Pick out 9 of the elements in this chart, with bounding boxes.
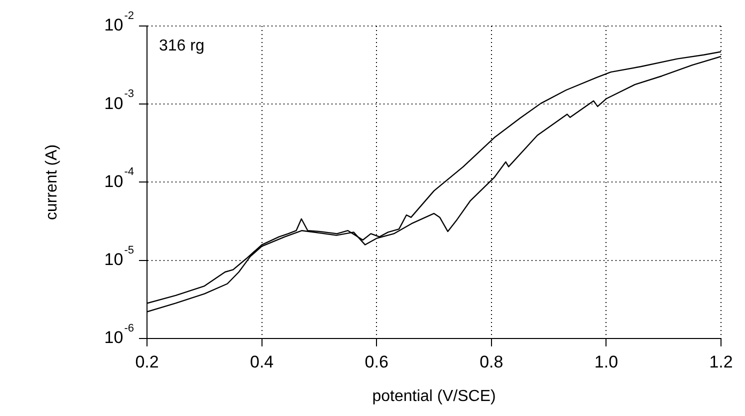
x-tick-label: 1.2	[709, 352, 733, 372]
annotation: 316 rg	[159, 37, 204, 54]
x-tick-label: 1.0	[594, 352, 618, 372]
x-axis-title: potential (V/SCE)	[372, 388, 496, 405]
x-tick-label: 0.2	[135, 352, 159, 372]
x-tick-label: 0.8	[480, 352, 504, 372]
x-tick-label: 0.6	[364, 352, 388, 372]
y-axis-title: current (A)	[43, 144, 60, 220]
x-tick-label: 0.4	[250, 352, 274, 372]
